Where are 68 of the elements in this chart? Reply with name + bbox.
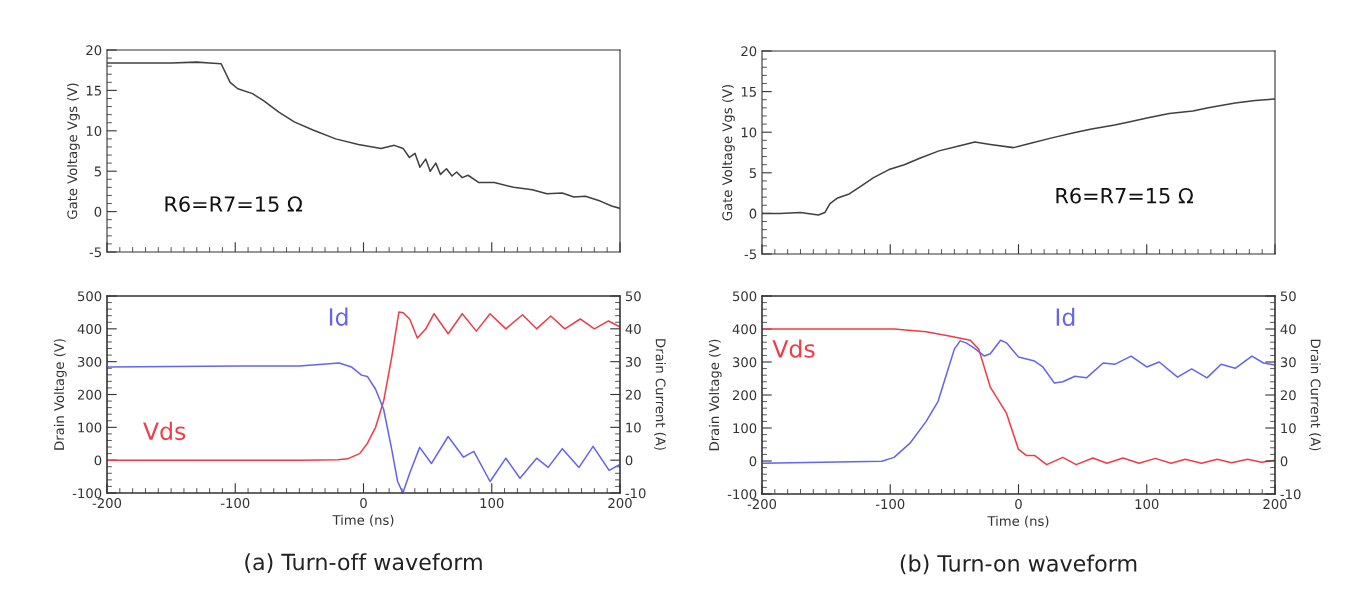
series-label: Id (329, 307, 348, 326)
y-tick-label: 200 (77, 389, 102, 400)
x-tick-label: 100 (480, 498, 504, 509)
y-axis-title: Gate Voltage Vgs (V) (67, 83, 80, 219)
y2-tick-label: 30 (1280, 357, 1296, 368)
x-tick-label: -200 (747, 499, 777, 510)
y2-tick-label: -10 (1280, 489, 1301, 500)
y-tick-label: 300 (732, 357, 757, 368)
y-tick-label: 500 (77, 291, 102, 302)
y-tick-label: 15 (86, 85, 101, 96)
y-tick-label: 400 (732, 324, 757, 335)
y-tick-label: -100 (72, 488, 102, 499)
text: (b) Turn-on waveform (900, 554, 1137, 575)
y-tick-label: -5 (744, 249, 756, 260)
y2-tick-label: 20 (625, 389, 641, 400)
x-tick-label: 100 (1135, 499, 1159, 510)
x-tick-label: 200 (608, 498, 632, 509)
y-tick-label: -5 (89, 247, 101, 258)
y-tick-label: 10 (86, 126, 102, 136)
annotation: R6=R7=15 Ω (1056, 187, 1194, 204)
x-axis-title: Time (ns) (987, 515, 1049, 528)
y-axis-title: Gate Voltage Vgs (V) (722, 85, 735, 221)
y-tick-label: 10 (741, 127, 757, 138)
y-tick-label: 5 (94, 166, 101, 177)
y-tick-label: -100 (727, 489, 757, 500)
y-tick-label: 100 (78, 422, 102, 433)
x-tick-label: -100 (220, 498, 250, 509)
series-label: Vds (772, 339, 815, 358)
y-tick-label: 200 (732, 390, 757, 401)
y-tick-label: 100 (733, 423, 757, 434)
y2-tick-label: 50 (1280, 291, 1296, 302)
y2-tick-label: -10 (625, 488, 646, 499)
x-axis-title: Time (ns) (332, 514, 394, 527)
line-series (107, 61, 620, 210)
x-tick-label: -100 (875, 499, 905, 510)
x-tick-label: 0 (1015, 499, 1022, 510)
annotation: R6=R7=15 Ω (165, 196, 303, 212)
y-tick-label: 0 (749, 208, 757, 219)
y-tick-label: 0 (749, 456, 757, 467)
y-axis-title: Drain Voltage (V) (53, 339, 67, 450)
y-tick-label: 5 (749, 168, 756, 178)
text: (a) Turn-off waveform (245, 553, 482, 573)
y2-tick-label: 30 (625, 356, 641, 367)
x-tick-label: -200 (92, 498, 122, 509)
y2-tick-label: 50 (625, 291, 641, 302)
line-series (762, 98, 1275, 216)
series-label: Id (1056, 307, 1075, 327)
y2-tick-label: 20 (1280, 390, 1296, 401)
y2-tick-label: 10 (626, 422, 641, 433)
y2-axis-title: Drain Current (A) (1309, 339, 1321, 451)
x-tick-label: 200 (1263, 499, 1287, 510)
y2-tick-label: 0 (1280, 456, 1288, 467)
y-axis-title: Drain Voltage (V) (708, 339, 722, 451)
y-tick-label: 15 (741, 86, 756, 97)
y2-tick-label: 10 (1281, 423, 1296, 434)
y-tick-label: 300 (77, 356, 102, 367)
y-tick-label: 500 (732, 291, 757, 302)
y-tick-label: 20 (86, 45, 102, 56)
y2-axis-title: Drain Current (A) (654, 339, 666, 450)
x-tick-label: 0 (360, 498, 367, 509)
y-tick-label: 20 (741, 46, 757, 57)
y-tick-label: 0 (94, 455, 102, 466)
series-label: Vds (143, 421, 186, 441)
y2-tick-label: 40 (625, 324, 641, 335)
y-tick-label: 400 (77, 324, 102, 335)
y-tick-label: 0 (94, 206, 102, 217)
y2-tick-label: 0 (625, 455, 633, 466)
y2-tick-label: 40 (1280, 324, 1296, 335)
